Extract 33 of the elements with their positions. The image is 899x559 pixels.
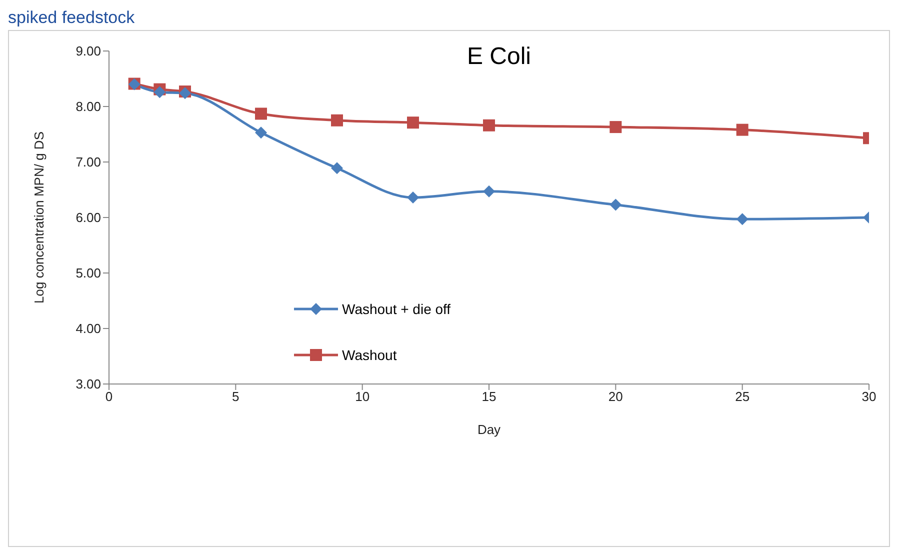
y-axis-title: Log concentration MPN/ g DS <box>32 131 47 304</box>
x-tick-label: 30 <box>862 389 876 404</box>
y-tick-label: 5.00 <box>76 266 101 281</box>
legend-label: Washout + die off <box>342 301 451 317</box>
x-tick-label: 25 <box>735 389 750 404</box>
y-tick-label: 9.00 <box>76 44 101 59</box>
x-tick-label: 5 <box>232 389 240 404</box>
x-tick-label: 20 <box>608 389 623 404</box>
y-tick-label: 6.00 <box>76 210 101 226</box>
point <box>255 108 267 120</box>
point <box>407 116 419 129</box>
y-tick-label: 7.00 <box>76 154 101 170</box>
point <box>736 213 748 226</box>
x-tick-label: 0 <box>105 389 113 404</box>
point <box>610 121 622 134</box>
y-tick-label: 8.00 <box>76 99 101 114</box>
point <box>483 185 495 198</box>
x-tick-label: 15 <box>482 389 496 404</box>
point <box>255 126 267 139</box>
legend-label: Washout <box>342 347 397 363</box>
point <box>610 198 622 211</box>
point <box>331 162 343 174</box>
point <box>407 192 419 204</box>
point <box>154 86 166 98</box>
point <box>736 124 748 136</box>
chart-title: E Coli <box>466 43 532 70</box>
point <box>483 119 495 132</box>
point <box>331 114 343 126</box>
text: spiked feedstock <box>8 8 136 29</box>
y-tick-label: 4.00 <box>76 321 101 336</box>
y-tick-label: 3.00 <box>76 376 101 392</box>
x-axis-title: Day <box>477 422 502 437</box>
x-tick-label: 10 <box>355 389 370 404</box>
